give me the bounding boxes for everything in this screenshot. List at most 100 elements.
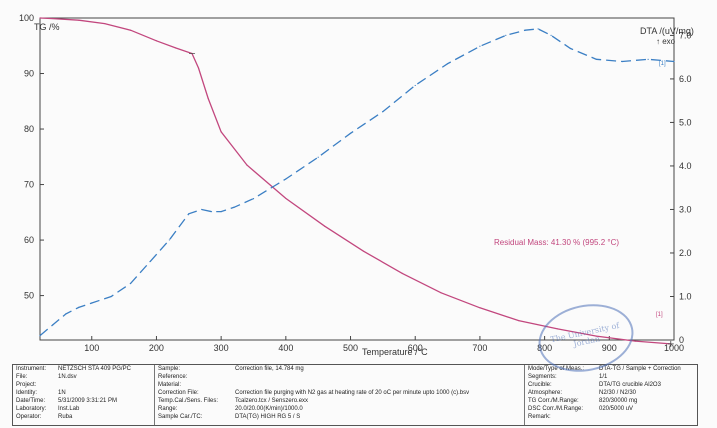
dta-data-point: [317, 156, 319, 158]
dta-data-point: [550, 34, 552, 37]
info-key: Remark:: [528, 414, 551, 420]
info-column-1: Instrument: NETZSCH STA 409 PG/PC File: 1N…: [13, 365, 155, 425]
info-key: Atmosphere:: [528, 390, 563, 396]
right-tick-label: 1.0: [679, 291, 692, 301]
info-column-3: Mode/Type of Meas.: DTA-TG / Sample + Cor…: [525, 365, 697, 425]
info-key: Project:: [16, 382, 37, 388]
dta-data-point: [647, 58, 649, 60]
right-tick-label: 4.0: [679, 161, 692, 171]
tg-data-point: [556, 328, 559, 330]
right-tick-label: 2.0: [679, 248, 692, 258]
dta-data-point: [188, 213, 190, 215]
tg-data-point: [595, 335, 597, 337]
right-tick-label: 6.0: [679, 74, 692, 84]
info-key: Correction File:: [158, 390, 199, 396]
info-column-2: Sample: Correction file, 14.784 mg Refere…: [155, 365, 525, 425]
series-layer: [39, 17, 675, 347]
x-tick-label: 500: [343, 343, 358, 353]
info-value: Correction file purging with N2 gas at h…: [235, 390, 470, 396]
info-key: Reference:: [158, 374, 188, 380]
dta-data-point: [569, 47, 572, 50]
info-key: DSC Corr./M.Range:: [528, 406, 584, 412]
info-key: Identity:: [16, 390, 38, 396]
tg-data-point: [175, 47, 177, 49]
dta-data-point: [446, 63, 449, 65]
info-value: 1N: [58, 390, 66, 396]
left-axis-label: TG /%: [34, 22, 60, 32]
info-value: 820/30000 mg: [599, 398, 638, 404]
tg-data-point: [197, 67, 200, 69]
left-tick-label: 60: [24, 235, 34, 245]
info-key: Sample Car./TC:: [158, 414, 203, 420]
dta-data-point: [78, 306, 80, 308]
tg-curve: [39, 17, 671, 345]
info-value: 020/5000 uV: [599, 406, 634, 412]
dta-data-point: [349, 132, 352, 134]
info-value: 20.0/20.00(K/min)/1000.0: [235, 406, 303, 412]
info-value: N2/30 / N2/30: [599, 390, 637, 396]
tg-data-point: [220, 131, 222, 133]
tg-data-point: [246, 164, 248, 166]
tg-data-point: [52, 17, 54, 20]
dta-data-point: [39, 335, 41, 337]
info-value: Correction file, 14.784 mg: [235, 366, 304, 372]
residual-mass-annotation: Residual Mass: 41.30 % (995.2 °C): [494, 238, 620, 247]
tg-data-point: [518, 319, 520, 322]
info-key: Material:: [158, 382, 182, 388]
tg-data-point: [155, 40, 158, 42]
info-key: Date/Time:: [16, 398, 46, 404]
info-value: DTA(TG) HIGH RG 5 / S: [235, 414, 301, 420]
right-axis-sublabel: ↑ exo: [656, 37, 676, 46]
tg-data-point: [634, 340, 636, 342]
dta-data-point: [201, 208, 203, 211]
left-tick-label: 90: [24, 69, 34, 79]
right-tick-label: 5.0: [679, 117, 692, 127]
info-key: TG Corr./M.Range:: [528, 398, 579, 404]
dta-data-point: [621, 60, 623, 63]
left-tick-label: 80: [24, 124, 34, 134]
x-tick-label: 200: [149, 343, 164, 353]
dta-data-point: [537, 28, 539, 30]
measurement-info-table: Instrument: NETZSCH STA 409 PG/PC File: 1N…: [12, 364, 698, 426]
dta-data-point: [129, 282, 132, 285]
right-axis-ticks: 7.0 6.0 5.0 4.0 3.0 2.0 1.0 0: [670, 30, 692, 345]
info-value: Tcalzero.tcx / Senszero.exx: [235, 398, 309, 404]
x-tick-label: 600: [408, 343, 423, 353]
dta-data-point: [65, 313, 67, 315]
x-tick-label: 400: [278, 343, 293, 353]
info-key: Laboratory:: [16, 406, 47, 412]
dta-data-point: [285, 178, 287, 180]
dta-data-point: [91, 302, 93, 304]
dta-data-point: [414, 84, 416, 87]
tg-data-point: [104, 22, 106, 25]
dta-data-point: [233, 206, 235, 208]
x-tick-label: 700: [472, 343, 487, 353]
x-tick-label: 1000: [664, 343, 684, 353]
dta-data-point: [110, 295, 112, 298]
info-key: Mode/Type of Meas.:: [528, 366, 585, 372]
x-axis-label: Temperature /°C: [362, 347, 428, 357]
dta-data-point: [505, 34, 507, 37]
tg-data-point: [39, 17, 41, 19]
dta-data-point: [479, 45, 481, 47]
info-key: Operator:: [16, 414, 42, 420]
tg-data-point: [479, 307, 481, 309]
plot-frame: [39, 17, 675, 341]
dta-data-point: [524, 29, 526, 31]
info-value: 1/1: [599, 374, 608, 380]
info-value: DTA-TG / Sample + Correction: [599, 366, 681, 372]
dta-data-point: [252, 197, 255, 200]
info-value: NETZSCH STA 409 PG/PC: [58, 366, 131, 372]
left-tick-label: 50: [24, 291, 34, 301]
dta-data-point: [149, 261, 151, 263]
tg-data-point: [401, 272, 403, 274]
tg-data-point: [440, 292, 442, 294]
dta-data-point: [52, 324, 54, 326]
dta-data-point: [168, 239, 170, 241]
info-key: Range:: [158, 406, 178, 412]
info-value: 1N.dsv: [58, 374, 77, 380]
x-tick-label: 300: [214, 343, 229, 353]
dta-data-point: [382, 110, 384, 113]
